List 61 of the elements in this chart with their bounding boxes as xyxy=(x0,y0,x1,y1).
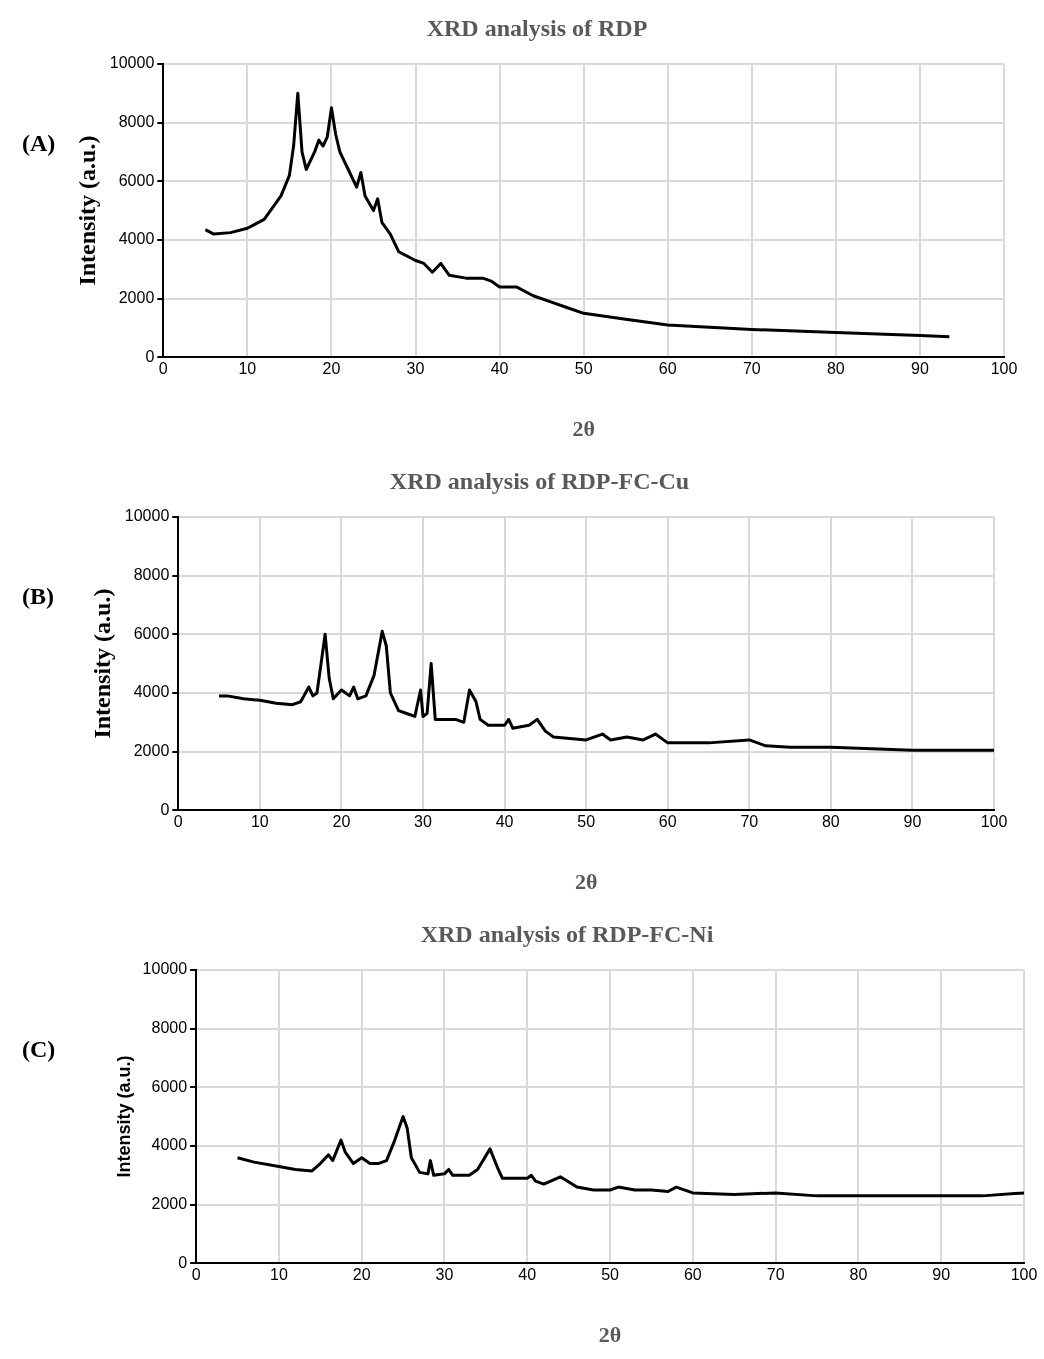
y-tick-label: 8000 xyxy=(118,112,155,130)
x-tick-label: 90 xyxy=(903,813,922,831)
x-tick-label: 10 xyxy=(238,360,257,378)
x-tick-label: 80 xyxy=(826,360,845,378)
text: (A) xyxy=(22,130,56,157)
x-axis-title: 2θ xyxy=(574,869,598,895)
y-tick-label: 2000 xyxy=(151,1195,188,1213)
x-tick-label: 90 xyxy=(911,360,929,378)
x-tick-label: 10 xyxy=(269,1266,288,1284)
y-axis-title: Intensity (a.u.) xyxy=(113,1055,134,1178)
y-tick-label: 2000 xyxy=(133,742,170,760)
x-tick-label: 10 xyxy=(250,813,269,831)
y-tick-label: 6000 xyxy=(133,624,170,642)
x-tick-label: 50 xyxy=(601,1266,620,1284)
y-tick-label: 0 xyxy=(178,1253,188,1271)
x-tick-label: 50 xyxy=(577,813,596,831)
y-tick-label: 4000 xyxy=(118,230,155,248)
x-tick-label: 20 xyxy=(332,813,351,831)
x-tick-label: 30 xyxy=(406,360,425,378)
y-tick-label: 10000 xyxy=(109,54,155,72)
x-tick-label: 40 xyxy=(518,1266,537,1284)
x-tick-label: 40 xyxy=(495,813,514,831)
x-tick-label: 40 xyxy=(490,360,509,378)
y-tick-label: 4000 xyxy=(151,1136,188,1154)
x-tick-label: 80 xyxy=(821,813,840,831)
y-tick-label: 8000 xyxy=(133,565,170,583)
x-tick-label: 100 xyxy=(980,813,1008,831)
x-tick-label: 70 xyxy=(742,360,761,378)
x-tick-label: 30 xyxy=(435,1266,454,1284)
y-tick-label: 0 xyxy=(145,347,155,365)
y-axis-title: Intensity (a.u.) xyxy=(88,588,115,739)
x-axis-title: 2θ xyxy=(598,1322,622,1348)
text: (C) xyxy=(22,1036,56,1063)
y-tick-label: 4000 xyxy=(133,683,170,701)
y-tick-label: 6000 xyxy=(118,171,155,189)
x-tick-label: 100 xyxy=(990,360,1018,378)
x-tick-label: 60 xyxy=(683,1266,702,1284)
chart-title: XRD analysis of RDP-FC-Ni xyxy=(420,920,714,947)
x-tick-label: 70 xyxy=(740,813,759,831)
x-tick-label: 60 xyxy=(658,813,677,831)
y-tick-label: 0 xyxy=(160,800,170,818)
x-tick-label: 80 xyxy=(849,1266,868,1284)
x-tick-label: 30 xyxy=(414,813,432,831)
x-tick-label: 20 xyxy=(322,360,341,378)
x-axis-title: 2θ xyxy=(572,416,595,442)
y-tick-label: 6000 xyxy=(151,1077,188,1095)
y-tick-label: 2000 xyxy=(118,289,155,307)
chart-title: XRD analysis of RDP xyxy=(426,14,648,41)
text: (B) xyxy=(22,583,54,610)
y-tick-label: 8000 xyxy=(151,1018,188,1036)
x-tick-label: 50 xyxy=(574,360,593,378)
y-tick-label: 10000 xyxy=(142,960,188,978)
x-tick-label: 70 xyxy=(766,1266,785,1284)
x-tick-label: 90 xyxy=(932,1266,951,1284)
y-tick-label: 10000 xyxy=(124,507,170,525)
x-tick-label: 100 xyxy=(1010,1266,1038,1284)
x-tick-label: 60 xyxy=(658,360,677,378)
x-tick-label: 0 xyxy=(191,1266,201,1284)
chart-title: XRD analysis of RDP-FC-Cu xyxy=(389,467,690,494)
x-tick-label: 20 xyxy=(352,1266,371,1284)
y-axis-title: Intensity (a.u.) xyxy=(73,135,100,286)
